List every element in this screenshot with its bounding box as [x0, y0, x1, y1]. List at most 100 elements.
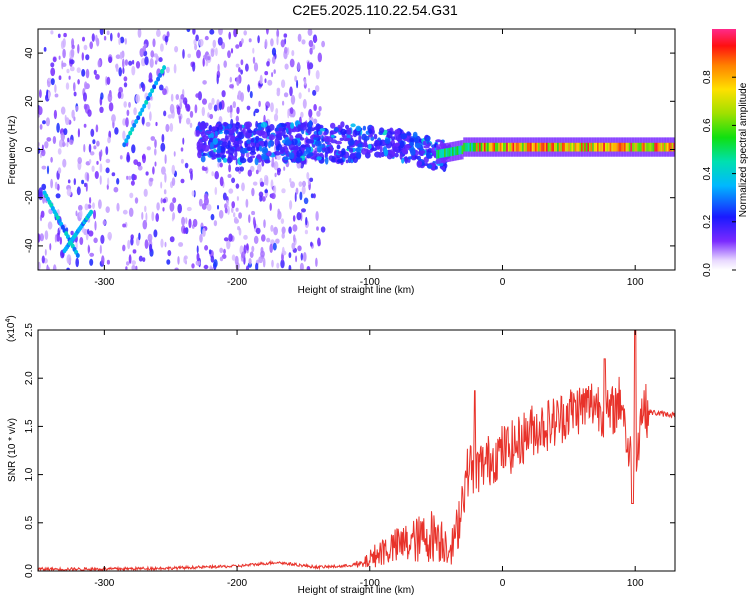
heatmap-cell [512, 142, 515, 152]
heatmap-cell [320, 226, 326, 233]
heatmap-cell [368, 129, 373, 135]
heatmap-cell [70, 230, 74, 236]
heatmap-cell [643, 142, 646, 152]
heatmap-cell [135, 265, 138, 270]
heatmap-cell [252, 216, 256, 226]
heatmap-cell [107, 92, 113, 103]
heatmap-cell [84, 203, 89, 211]
heatmap-cell [194, 104, 198, 114]
heatmap-cell [649, 142, 652, 152]
heatmap-cell [654, 142, 657, 152]
heatmap-cell [169, 103, 175, 114]
x-tick-label: -200 [227, 578, 247, 589]
heatmap-cell [46, 165, 50, 175]
heatmap-cell [568, 142, 571, 152]
heatmap-cell [84, 81, 88, 90]
heatmap-cell [460, 145, 462, 155]
heatmap-cell [128, 175, 132, 181]
heatmap-cell [84, 182, 87, 187]
heatmap-cell [579, 142, 582, 152]
heatmap-cell [145, 171, 149, 176]
heatmap-cell [523, 142, 526, 152]
heatmap-cell [132, 59, 135, 65]
heatmap-cell [212, 39, 217, 49]
heatmap-cell [128, 254, 132, 264]
x-tick-label: 0 [500, 578, 506, 589]
heatmap-cell [57, 148, 62, 155]
heatmap-cell [287, 108, 290, 119]
heatmap-cell [509, 142, 512, 152]
heatmap-cell [276, 36, 279, 46]
heatmap-cell [162, 207, 165, 212]
heatmap-cell [207, 112, 210, 118]
heatmap-cell [38, 261, 41, 270]
heatmap-cell [69, 66, 75, 72]
heatmap-cell [498, 142, 501, 152]
heatmap-cell [133, 174, 137, 180]
heatmap-cell [227, 50, 231, 59]
heatmap-cell [71, 44, 75, 50]
heatmap-cell [103, 35, 107, 41]
heatmap-cell [291, 50, 295, 57]
colorbar-label: Normalized spectral amplitude [738, 82, 749, 217]
heatmap-cell [213, 148, 217, 153]
heatmap-cell [252, 56, 256, 64]
heatmap-cell [598, 142, 601, 152]
heatmap-cell [254, 157, 259, 166]
heatmap-cell [299, 191, 303, 201]
heatmap-cell [652, 142, 655, 152]
spectrogram-x-ticks: -300 -200 -100 0 100 [94, 29, 644, 288]
heatmap-cell [100, 149, 103, 157]
heatmap-cell [601, 142, 604, 152]
heatmap-cell [370, 147, 378, 152]
heatmap-cell [77, 128, 80, 138]
heatmap-cell [307, 61, 310, 70]
heatmap-cell [554, 142, 556, 152]
heatmap-cell [496, 142, 499, 152]
heatmap-cell [341, 148, 346, 156]
heatmap-cell [288, 252, 292, 259]
heatmap-cell [219, 176, 224, 187]
heatmap-cell [630, 142, 633, 152]
heatmap-cell [92, 202, 95, 210]
heatmap-cell [503, 142, 505, 152]
heatmap-cell [384, 138, 391, 144]
heatmap-cell [651, 142, 654, 152]
heatmap-cell [240, 92, 245, 102]
heatmap-cell [453, 146, 456, 156]
heatmap-cell [126, 154, 131, 163]
heatmap-cell [373, 133, 378, 140]
heatmap-cell [357, 143, 363, 148]
heatmap-cell [246, 105, 251, 111]
heatmap-cell [77, 44, 80, 54]
heatmap-cell [355, 147, 361, 153]
heatmap-cell [627, 142, 630, 152]
heatmap-cell [235, 166, 240, 172]
heatmap-cell [386, 153, 393, 160]
heatmap-cell [542, 142, 545, 152]
heatmap-cell [257, 35, 260, 44]
y-tick-label: 2.0 [24, 371, 35, 385]
heatmap-trace-cell [140, 107, 145, 113]
y-tick-label: 40 [24, 47, 35, 59]
heatmap-cell [215, 153, 220, 157]
heatmap-cell [294, 192, 297, 203]
heatmap-cell [78, 204, 83, 211]
heatmap-cell [233, 29, 238, 38]
heatmap-cell [81, 179, 85, 185]
heatmap-cell [266, 237, 271, 243]
heatmap-cell [214, 130, 218, 137]
heatmap-cell [147, 233, 153, 242]
heatmap-cell [160, 142, 166, 152]
heatmap-cell [66, 141, 69, 148]
heatmap-cell [198, 38, 204, 47]
heatmap-trace-cell [128, 130, 133, 136]
heatmap-cell [251, 187, 255, 197]
heatmap-cell [116, 202, 120, 212]
heatmap-cell [50, 178, 53, 189]
heatmap-cell [192, 29, 196, 35]
heatmap-cell [581, 142, 583, 152]
heatmap-cell [263, 219, 266, 229]
heatmap-cell [264, 189, 269, 194]
heatmap-cell [363, 141, 368, 147]
